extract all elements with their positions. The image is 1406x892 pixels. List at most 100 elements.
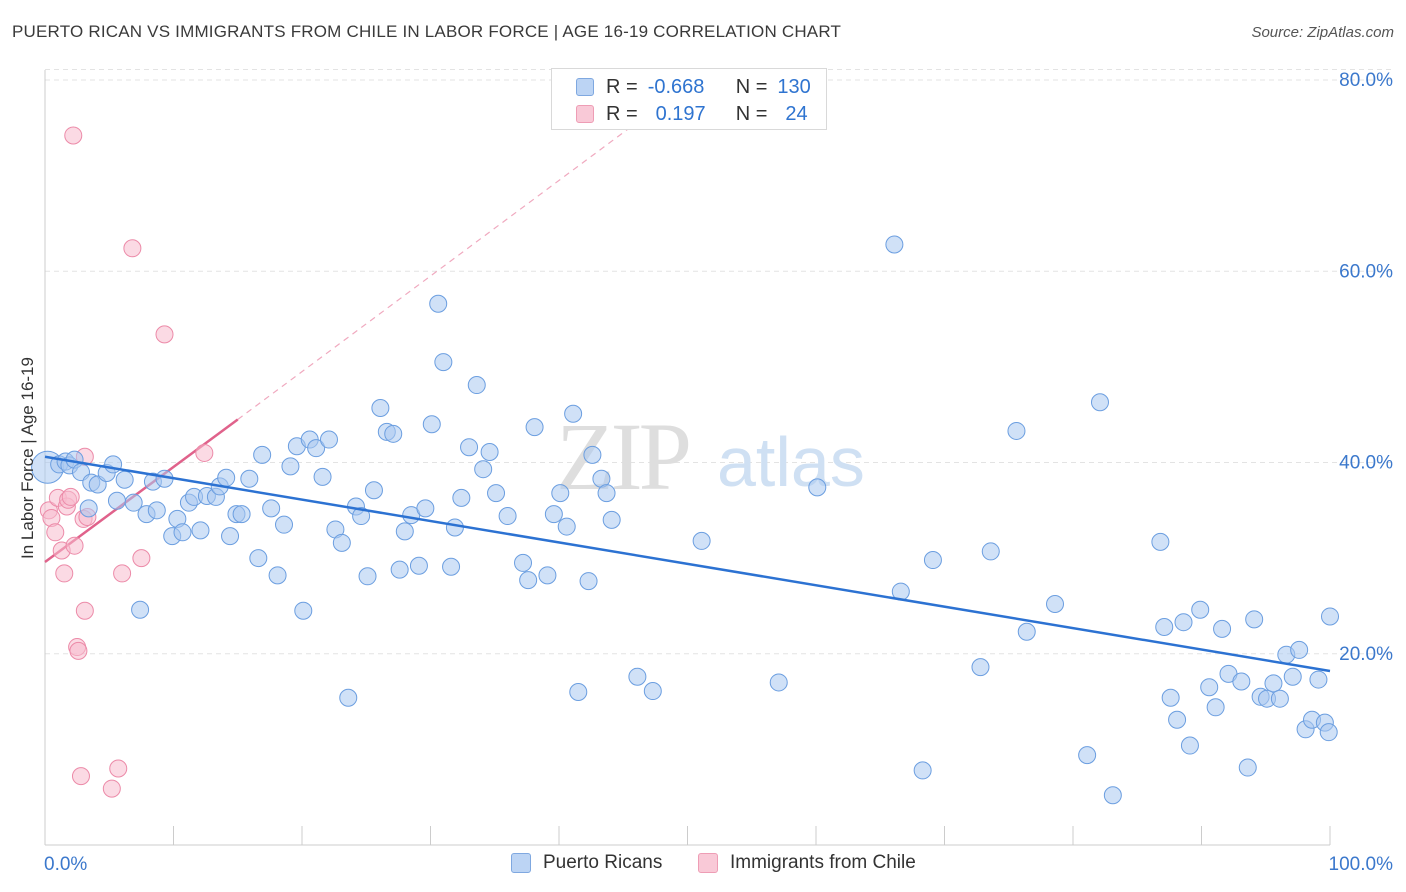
chile-point — [71, 767, 90, 786]
puerto-rican-point — [564, 404, 583, 423]
puerto-rican-point — [191, 521, 210, 540]
puerto-rican-point — [583, 445, 602, 464]
chile-point — [123, 239, 142, 258]
puerto-rican-point — [1046, 595, 1065, 614]
puerto-rican-point — [602, 510, 621, 529]
puerto-rican-point — [923, 551, 942, 570]
chile-points — [39, 126, 214, 798]
puerto-rican-point — [544, 505, 563, 524]
legend-r-value: 0.197 — [655, 102, 706, 125]
puerto-rican-trendline-line — [44, 455, 1331, 673]
chile-point — [195, 443, 214, 462]
series-legend: Puerto Ricans Immigrants from Chile — [0, 850, 1406, 880]
puerto-rican-point — [452, 488, 471, 507]
puerto-rican-point — [769, 673, 788, 692]
puerto-rican-point — [1319, 723, 1338, 742]
legend-n-label: N = — [735, 102, 768, 125]
chile-point — [102, 779, 121, 798]
puerto-rican-point — [1283, 667, 1302, 686]
puerto-rican-point — [442, 557, 461, 576]
puerto-rican-point — [1238, 758, 1257, 777]
chile-point — [61, 487, 80, 506]
puerto-rican-point — [1264, 674, 1283, 693]
puerto-rican-point — [557, 517, 576, 536]
chile-point — [109, 759, 128, 778]
y-tick-label: 80.0% — [1339, 70, 1393, 91]
puerto-rican-point — [147, 501, 166, 520]
puerto-rican-point — [1017, 622, 1036, 641]
puerto-rican-point — [1309, 670, 1328, 689]
puerto-rican-point — [1078, 746, 1097, 765]
puerto-rican-point — [551, 484, 570, 503]
watermark-atlas: atlas — [717, 423, 865, 501]
puerto-rican-point — [808, 478, 827, 497]
puerto-rican-point — [124, 493, 143, 512]
legend-swatch-blue — [511, 853, 531, 873]
puerto-rican-point — [1103, 786, 1122, 805]
legend-r-value: -0.668 — [647, 75, 705, 98]
legend-item-puerto-ricans[interactable]: Puerto Ricans — [511, 852, 662, 874]
chile-point — [155, 325, 174, 344]
y-tick-label: 20.0% — [1339, 644, 1393, 665]
puerto-rican-point — [294, 601, 313, 620]
puerto-rican-point — [538, 566, 557, 585]
puerto-rican-point — [332, 533, 351, 552]
chile-point — [46, 523, 65, 542]
stats-legend: R = -0.668 N = 130 R = 0.197 N = 24 — [551, 68, 827, 130]
puerto-rican-point — [1151, 532, 1170, 551]
puerto-rican-point — [1232, 672, 1251, 691]
legend-swatch-blue — [576, 78, 594, 96]
puerto-rican-point — [1245, 610, 1264, 629]
puerto-rican-point — [339, 688, 358, 707]
puerto-rican-point — [249, 549, 268, 568]
puerto-rican-point — [445, 518, 464, 537]
gridlines — [45, 68, 1392, 655]
puerto-rican-point — [579, 572, 598, 591]
puerto-rican-point — [79, 499, 98, 518]
source-label: Source: ZipAtlas.com — [1251, 24, 1394, 41]
puerto-rican-point — [262, 499, 281, 518]
puerto-rican-point — [319, 430, 338, 449]
chile-point — [65, 536, 84, 555]
puerto-rican-point — [1180, 736, 1199, 755]
puerto-rican-point — [313, 467, 332, 486]
legend-n-value: 130 — [777, 75, 811, 98]
chile-point — [132, 549, 151, 568]
y-tick-label: 60.0% — [1339, 261, 1393, 282]
puerto-rican-point — [480, 442, 499, 461]
watermark-zip: ZIP — [556, 403, 689, 510]
puerto-rican-point — [971, 658, 990, 677]
x-tick-label-start: 0.0% — [44, 854, 87, 875]
puerto-rican-point — [628, 667, 647, 686]
puerto-rican-point — [467, 376, 486, 395]
puerto-rican-point — [1007, 421, 1026, 440]
puerto-rican-trendline — [44, 455, 1331, 673]
puerto-rican-point — [429, 294, 448, 313]
puerto-rican-point — [232, 505, 251, 524]
puerto-rican-point — [1213, 619, 1232, 638]
chart-title: PUERTO RICAN VS IMMIGRANTS FROM CHILE IN… — [12, 22, 842, 41]
puerto-rican-point — [643, 682, 662, 701]
puerto-rican-point — [390, 560, 409, 579]
puerto-rican-point — [217, 468, 236, 487]
chile-point — [75, 601, 94, 620]
y-tick-label: 40.0% — [1339, 453, 1393, 474]
puerto-rican-point — [1290, 640, 1309, 659]
x-tick-label-end: 100.0% — [1329, 854, 1394, 875]
chile-point — [55, 564, 74, 583]
puerto-rican-point — [981, 542, 1000, 561]
puerto-rican-point — [107, 491, 126, 510]
legend-swatch-pink — [576, 105, 594, 123]
puerto-rican-point — [487, 484, 506, 503]
legend-item-chile[interactable]: Immigrants from Chile — [698, 852, 916, 874]
chile-trendline-extension — [237, 117, 643, 420]
puerto-rican-point — [1161, 688, 1180, 707]
puerto-rican-point — [597, 484, 616, 503]
puerto-rican-point — [384, 424, 403, 443]
puerto-rican-point — [1321, 607, 1339, 626]
puerto-rican-point — [364, 481, 383, 500]
puerto-rican-point — [395, 522, 414, 541]
puerto-rican-point — [525, 418, 544, 437]
legend-row-chile: R = 0.197 N = 24 — [576, 101, 808, 127]
puerto-rican-point — [416, 499, 435, 518]
